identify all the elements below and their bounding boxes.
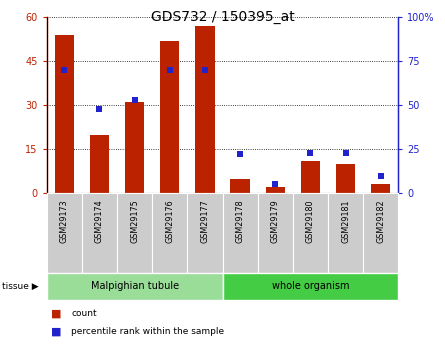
Bar — [371, 184, 390, 193]
Point — [307, 150, 314, 156]
Point — [377, 173, 384, 178]
Bar — [125, 102, 144, 193]
Text: GSM29182: GSM29182 — [376, 199, 385, 243]
Text: ■: ■ — [51, 326, 62, 336]
Text: Malpighian tubule: Malpighian tubule — [90, 282, 179, 291]
Bar — [301, 161, 320, 193]
Point — [271, 181, 279, 187]
Text: tissue ▶: tissue ▶ — [2, 282, 39, 291]
Text: GSM29177: GSM29177 — [200, 199, 210, 243]
Point — [96, 106, 103, 111]
Text: GDS732 / 150395_at: GDS732 / 150395_at — [150, 10, 295, 24]
Text: GSM29176: GSM29176 — [165, 199, 174, 243]
Point — [342, 150, 349, 156]
Point — [237, 152, 244, 157]
Text: ■: ■ — [51, 309, 62, 319]
Bar — [160, 41, 179, 193]
Text: GSM29179: GSM29179 — [271, 199, 280, 243]
Text: GSM29180: GSM29180 — [306, 199, 315, 243]
Text: GSM29178: GSM29178 — [235, 199, 245, 243]
Bar — [266, 187, 285, 193]
Text: percentile rank within the sample: percentile rank within the sample — [71, 327, 224, 336]
Bar — [195, 26, 214, 193]
Bar — [336, 164, 355, 193]
Point — [61, 67, 68, 73]
Point — [202, 67, 209, 73]
Point — [166, 67, 174, 73]
Bar — [55, 35, 74, 193]
Point — [131, 97, 138, 103]
Text: GSM29173: GSM29173 — [60, 199, 69, 243]
Text: whole organism: whole organism — [271, 282, 349, 291]
Text: GSM29181: GSM29181 — [341, 199, 350, 243]
Text: count: count — [71, 309, 97, 318]
Bar — [90, 135, 109, 193]
Bar — [231, 179, 250, 193]
Text: GSM29175: GSM29175 — [130, 199, 139, 243]
Text: GSM29174: GSM29174 — [95, 199, 104, 243]
